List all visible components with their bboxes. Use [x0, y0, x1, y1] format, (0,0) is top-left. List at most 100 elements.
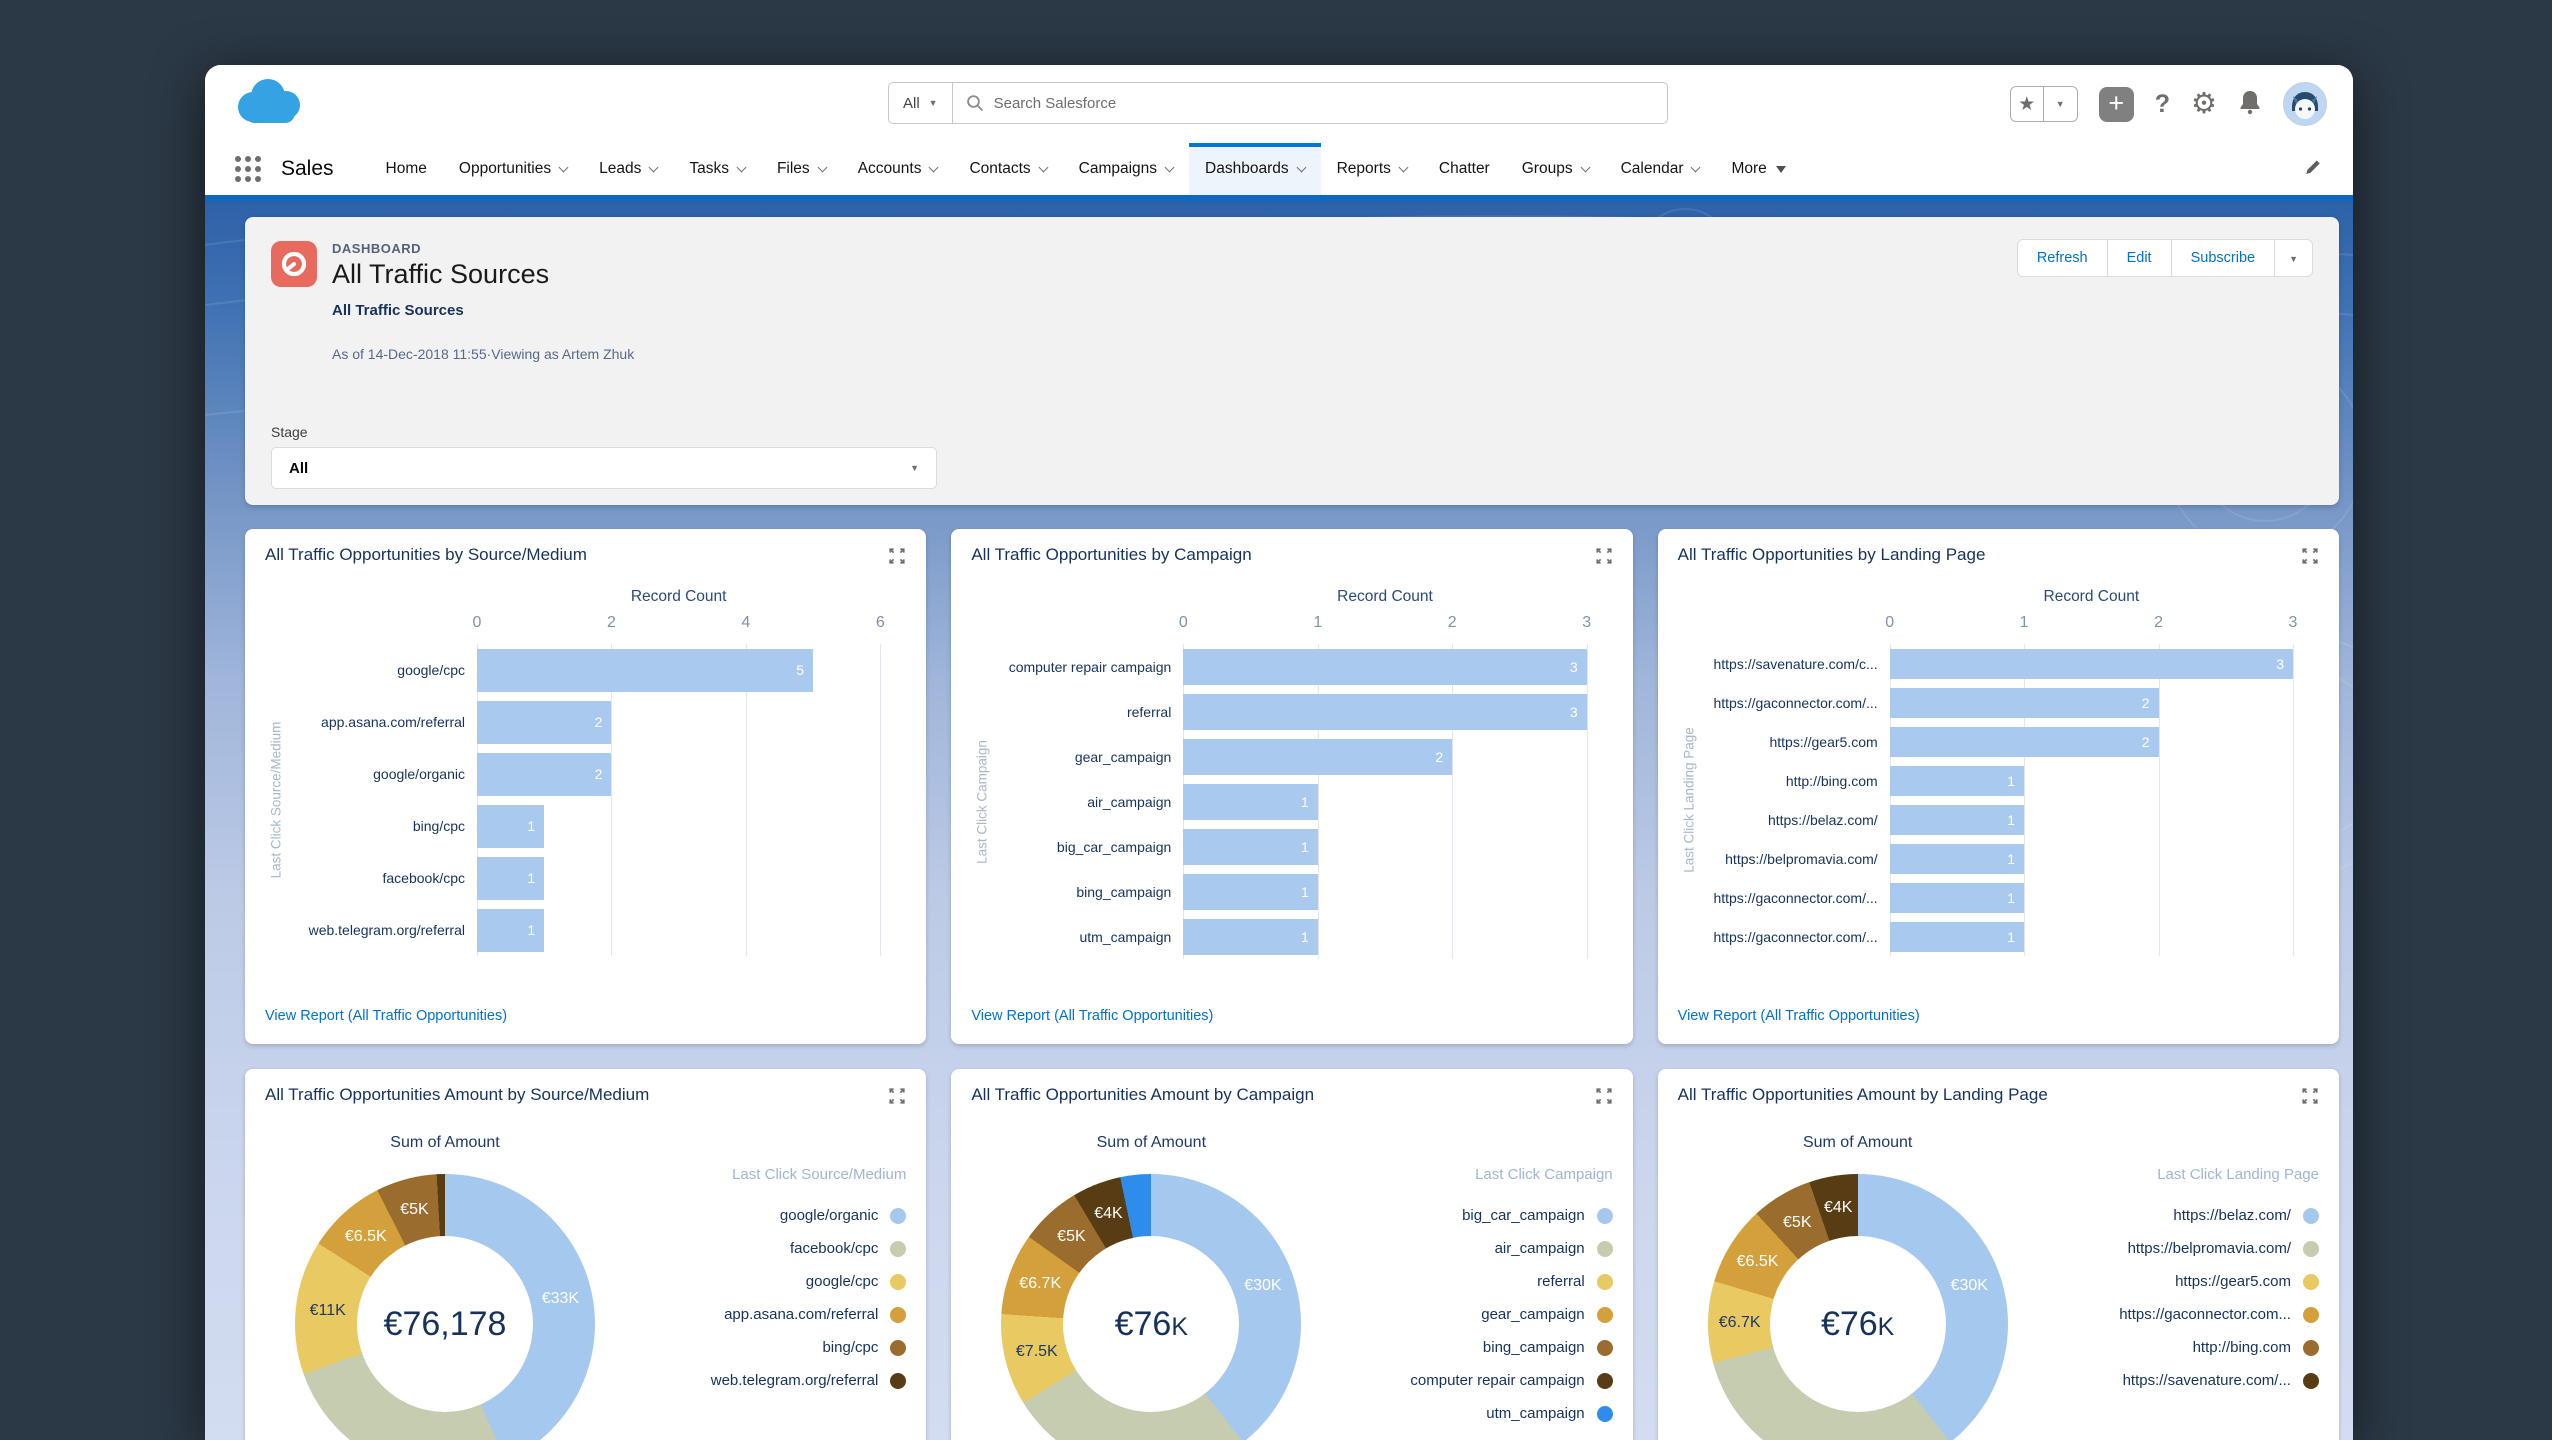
- tab-chatter[interactable]: Chatter: [1423, 143, 1506, 195]
- tab-dashboards[interactable]: Dashboards: [1189, 143, 1321, 195]
- bar-category-label: gear_campaign: [1074, 748, 1172, 765]
- plot-area: 3 3 2 1 1 1 1: [1183, 644, 1588, 959]
- subscribe-button[interactable]: Subscribe: [2170, 239, 2276, 277]
- view-report-link[interactable]: View Report (All Traffic Opportunities): [265, 1008, 508, 1024]
- gridline: [477, 644, 478, 956]
- bar-row: 2: [1183, 734, 1586, 779]
- tab-more[interactable]: More: [1715, 143, 1801, 195]
- bar-value-label: 1: [2007, 889, 2016, 906]
- x-axis-tick: 2: [2154, 614, 2163, 631]
- expand-icon[interactable]: [1595, 547, 1613, 570]
- tab-calendar[interactable]: Calendar: [1605, 143, 1716, 195]
- bar: 2: [1889, 687, 2159, 718]
- gridline: [1452, 644, 1454, 959]
- legend-item: gear_campaign: [1410, 1298, 1613, 1331]
- dashboard-card: All Traffic Opportunities by Landing Pag…: [1657, 529, 2339, 1044]
- slice-value-label: €33K: [541, 1290, 580, 1308]
- legend-label: web.telegram.org/referral: [710, 1372, 879, 1389]
- legend-label: bing/cpc: [822, 1339, 879, 1356]
- legend-item: https://belaz.com/: [2119, 1199, 2319, 1232]
- bar-value-label: 3: [1569, 703, 1578, 720]
- tab-contacts[interactable]: Contacts: [953, 143, 1062, 195]
- bar: 2: [1183, 738, 1453, 775]
- dashboard-header-panel: DASHBOARD All Traffic Sources All Traffi…: [245, 217, 2339, 505]
- search-scope-selector[interactable]: All ▼: [889, 83, 953, 123]
- expand-icon[interactable]: [2301, 1087, 2319, 1110]
- chevron-down-icon: [558, 162, 569, 172]
- tab-opportunities[interactable]: Opportunities: [443, 143, 583, 195]
- setup-gear-icon[interactable]: ⚙: [2191, 87, 2217, 120]
- expand-icon[interactable]: [888, 1087, 906, 1110]
- bar-chart: Record Count 0 1 2 3 Last Click Landing Page h…: [1678, 588, 2319, 956]
- gridline: [1317, 644, 1319, 959]
- legend-item: computer repair campaign: [1410, 1364, 1613, 1397]
- help-icon[interactable]: ?: [2154, 89, 2170, 118]
- legend-label: air_campaign: [1494, 1240, 1585, 1257]
- favorites-button[interactable]: ★ ▼: [2009, 86, 2078, 122]
- y-axis-title-text: Last Click Landing Page: [1681, 727, 1697, 873]
- bar-category-label: google/cpc: [397, 662, 465, 678]
- expand-icon[interactable]: [888, 547, 906, 570]
- category-labels: https://savenature.com/c... https://gacon…: [1700, 644, 1890, 956]
- expand-icon[interactable]: [2301, 547, 2319, 570]
- tab-groups[interactable]: Groups: [1506, 143, 1605, 195]
- bar-category-label: web.telegram.org/referral: [308, 922, 465, 938]
- card-title: All Traffic Opportunities Amount by Land…: [1677, 1085, 2048, 1104]
- bar-chart: Record Count 0 1 2 3 Last Click Campaign compu…: [971, 588, 1612, 959]
- refresh-button[interactable]: Refresh: [2016, 239, 2108, 277]
- donut-area: Sum of Amount €33K €11K €6.5K €5K €76,178: [265, 1112, 595, 1440]
- bar-row: 2: [477, 696, 880, 748]
- expand-icon[interactable]: [1595, 1087, 1613, 1110]
- tab-reports[interactable]: Reports: [1321, 143, 1423, 195]
- app-name: Sales: [281, 157, 334, 180]
- gridline: [2024, 644, 2026, 956]
- category-labels: computer repair campaign referral gear_cam…: [993, 644, 1183, 959]
- slice-value-label: €5K: [1783, 1213, 1812, 1231]
- bar-value-label: 3: [1569, 658, 1578, 675]
- bar-row: 3: [1183, 644, 1587, 689]
- stage-filter-select[interactable]: All ▼: [271, 447, 937, 489]
- bar: 1: [1183, 918, 1318, 955]
- tab-tasks[interactable]: Tasks: [673, 143, 761, 195]
- bar: 2: [477, 752, 612, 796]
- tab-home[interactable]: Home: [370, 143, 443, 195]
- view-report-link[interactable]: View Report (All Traffic Opportunities): [971, 1008, 1214, 1024]
- chevron-down-icon: [1580, 162, 1591, 172]
- bar: 1: [1183, 783, 1318, 820]
- favorites-caret-icon[interactable]: ▼: [2055, 99, 2065, 109]
- bar-value-label: 2: [1435, 748, 1444, 765]
- global-add-icon[interactable]: +: [2098, 86, 2134, 122]
- bar-row: 1: [1183, 824, 1586, 869]
- tab-campaigns[interactable]: Campaigns: [1063, 143, 1189, 195]
- legend-label: https://belaz.com/: [2173, 1207, 2291, 1224]
- card-header: All Traffic Opportunities Amount by Land…: [1678, 1085, 2319, 1110]
- tab-files[interactable]: Files: [761, 143, 842, 195]
- bar-category-label: https://gaconnector.com/...: [1713, 889, 1878, 906]
- bar: 3: [1183, 648, 1587, 685]
- x-axis-tick: 4: [741, 614, 751, 631]
- search-scope-value: All: [903, 94, 920, 112]
- slice-value-label: €7.5K: [1015, 1343, 1058, 1361]
- bar-category-label: bing/cpc: [412, 818, 465, 834]
- app-launcher-waffle-icon[interactable]: [235, 156, 261, 182]
- header-more-actions-button[interactable]: ▼: [2274, 239, 2313, 277]
- tab-leads[interactable]: Leads: [583, 143, 673, 195]
- legend-title: Last Click Source/Medium: [732, 1166, 907, 1183]
- bar: 3: [1183, 693, 1587, 730]
- bar: 2: [1889, 726, 2159, 757]
- user-avatar[interactable]: [2283, 82, 2327, 126]
- bar-category-label: https://gaconnector.com/...: [1713, 928, 1878, 945]
- search-input[interactable]: [983, 94, 1667, 112]
- legend-item: web.telegram.org/referral: [711, 1364, 907, 1397]
- bar-row: 1: [1889, 839, 2293, 878]
- view-report-link[interactable]: View Report (All Traffic Opportunities): [1677, 1008, 1920, 1024]
- bar-row: 1: [1183, 779, 1586, 824]
- tab-accounts[interactable]: Accounts: [842, 143, 954, 195]
- notifications-bell-icon[interactable]: [2238, 89, 2262, 120]
- star-icon[interactable]: ★: [2011, 87, 2044, 121]
- edit-button[interactable]: Edit: [2106, 239, 2172, 277]
- edit-pencil-icon[interactable]: [2303, 157, 2323, 182]
- legend-swatch-icon: [2302, 1372, 2319, 1389]
- x-axis-ticks: 0 2 4 6: [473, 614, 885, 644]
- bar-category-label: https://belaz.com/: [1767, 811, 1878, 828]
